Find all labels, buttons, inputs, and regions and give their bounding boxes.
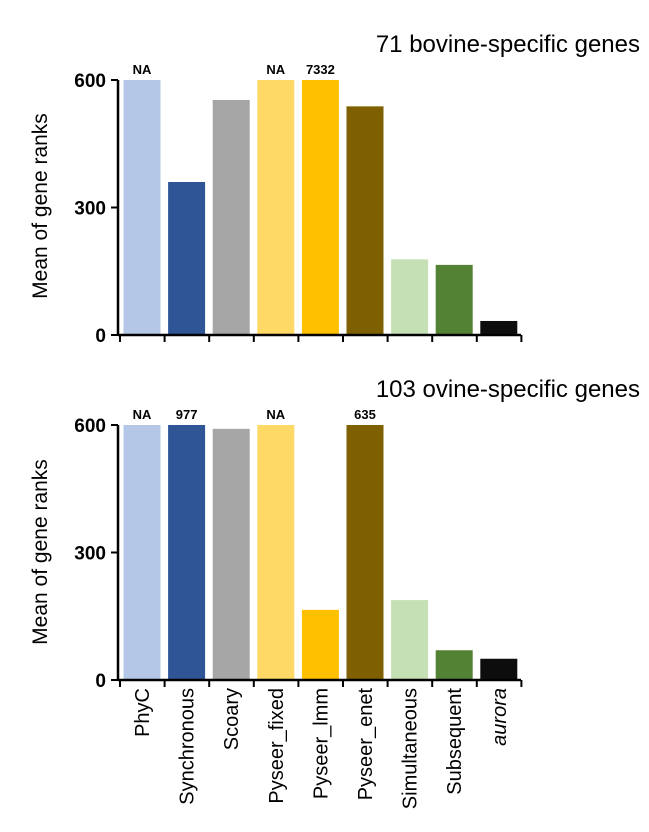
bar-pyseer_lmm bbox=[301, 80, 339, 335]
bar-synchronous bbox=[168, 182, 206, 335]
bar-synchronous bbox=[168, 425, 206, 680]
x-tick-label: aurora bbox=[489, 688, 511, 746]
y-tick-label: 0 bbox=[95, 671, 106, 692]
x-tick-label: PhyC bbox=[132, 688, 154, 737]
bar-scoary bbox=[212, 99, 250, 335]
x-tick-label: Pyseer_enet bbox=[355, 688, 377, 801]
y-tick-label: 0 bbox=[95, 326, 106, 347]
x-tick-label: Subsequent bbox=[444, 688, 466, 795]
panel-ovine: 103 ovine-specific genes Mean of gene ra… bbox=[29, 376, 640, 692]
x-tick-label: Scoary bbox=[221, 688, 243, 750]
bar-pyseer_fixed bbox=[257, 80, 295, 335]
y-tick-label: 300 bbox=[74, 199, 106, 220]
bar-pyseer_fixed bbox=[257, 425, 295, 680]
bar-value-label: 635 bbox=[354, 407, 376, 422]
x-tick-label: Pyseer_lmm bbox=[310, 688, 332, 799]
bar-value-label: NA bbox=[133, 62, 152, 77]
bar-pyseer_enet bbox=[346, 425, 384, 680]
bar-value-label: NA bbox=[266, 62, 285, 77]
x-tick-label: Simultaneous bbox=[400, 688, 422, 809]
panel-title: 103 ovine-specific genes bbox=[376, 376, 640, 403]
y-tick-label: 300 bbox=[74, 544, 106, 565]
x-tick-label: Synchronous bbox=[177, 688, 199, 805]
y-axis-label: Mean of gene ranks bbox=[29, 459, 52, 645]
bar-value-label: 7332 bbox=[306, 62, 335, 77]
bar-simultaneous bbox=[391, 600, 429, 680]
x-category-labels: PhyC Synchronous Scoary Pyseer_fixed Pyseer_… bbox=[132, 688, 511, 810]
bar-aurora bbox=[480, 658, 518, 680]
bar-aurora bbox=[480, 320, 518, 335]
bar-scoary bbox=[212, 428, 250, 680]
bar-subsequent bbox=[435, 650, 473, 680]
bar-simultaneous bbox=[391, 259, 429, 335]
x-tick-label: Pyseer_fixed bbox=[266, 688, 288, 804]
bar-pyseer_enet bbox=[346, 106, 384, 335]
bar-subsequent bbox=[435, 264, 473, 335]
bar-pyseer_lmm bbox=[301, 609, 339, 680]
y-tick-label: 600 bbox=[74, 71, 106, 92]
bar-value-label: NA bbox=[266, 407, 285, 422]
bar-phyc bbox=[123, 425, 161, 680]
y-tick-label: 600 bbox=[74, 416, 106, 437]
bar-phyc bbox=[123, 80, 161, 335]
bar-value-label: 977 bbox=[176, 407, 198, 422]
panel-bovine: 71 bovine-specific genes Mean of gene ra… bbox=[29, 31, 640, 347]
y-axis-label: Mean of gene ranks bbox=[29, 113, 52, 299]
panel-title: 71 bovine-specific genes bbox=[376, 31, 640, 58]
bar-value-label: NA bbox=[133, 407, 152, 422]
